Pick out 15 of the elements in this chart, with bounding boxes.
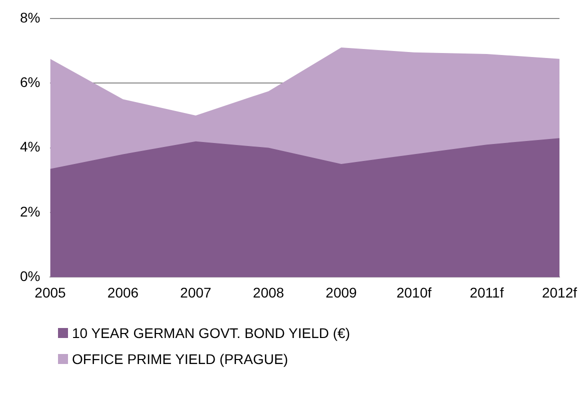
- y-tick-label: 2%: [20, 203, 40, 220]
- y-tick-label: 6%: [20, 74, 40, 90]
- x-tick-label: 2012f: [542, 284, 578, 300]
- legend-label: OFFICE PRIME YIELD (PRAGUE): [72, 351, 288, 367]
- y-tick-label: 0%: [20, 268, 40, 284]
- x-tick-label: 2010f: [396, 284, 432, 300]
- x-tick-label: 2005: [34, 284, 66, 300]
- x-tick-label: 2006: [107, 284, 139, 300]
- x-tick-label: 2009: [326, 284, 358, 300]
- y-tick-label: 4%: [20, 138, 40, 155]
- x-tick-label: 2008: [252, 284, 284, 300]
- y-tick-label: 8%: [20, 9, 40, 26]
- legend-label: 10 YEAR GERMAN GOVT. BOND YIELD (€): [72, 325, 350, 341]
- x-tick-label: 2007: [180, 284, 212, 300]
- x-tick-label: 2011f: [470, 284, 504, 300]
